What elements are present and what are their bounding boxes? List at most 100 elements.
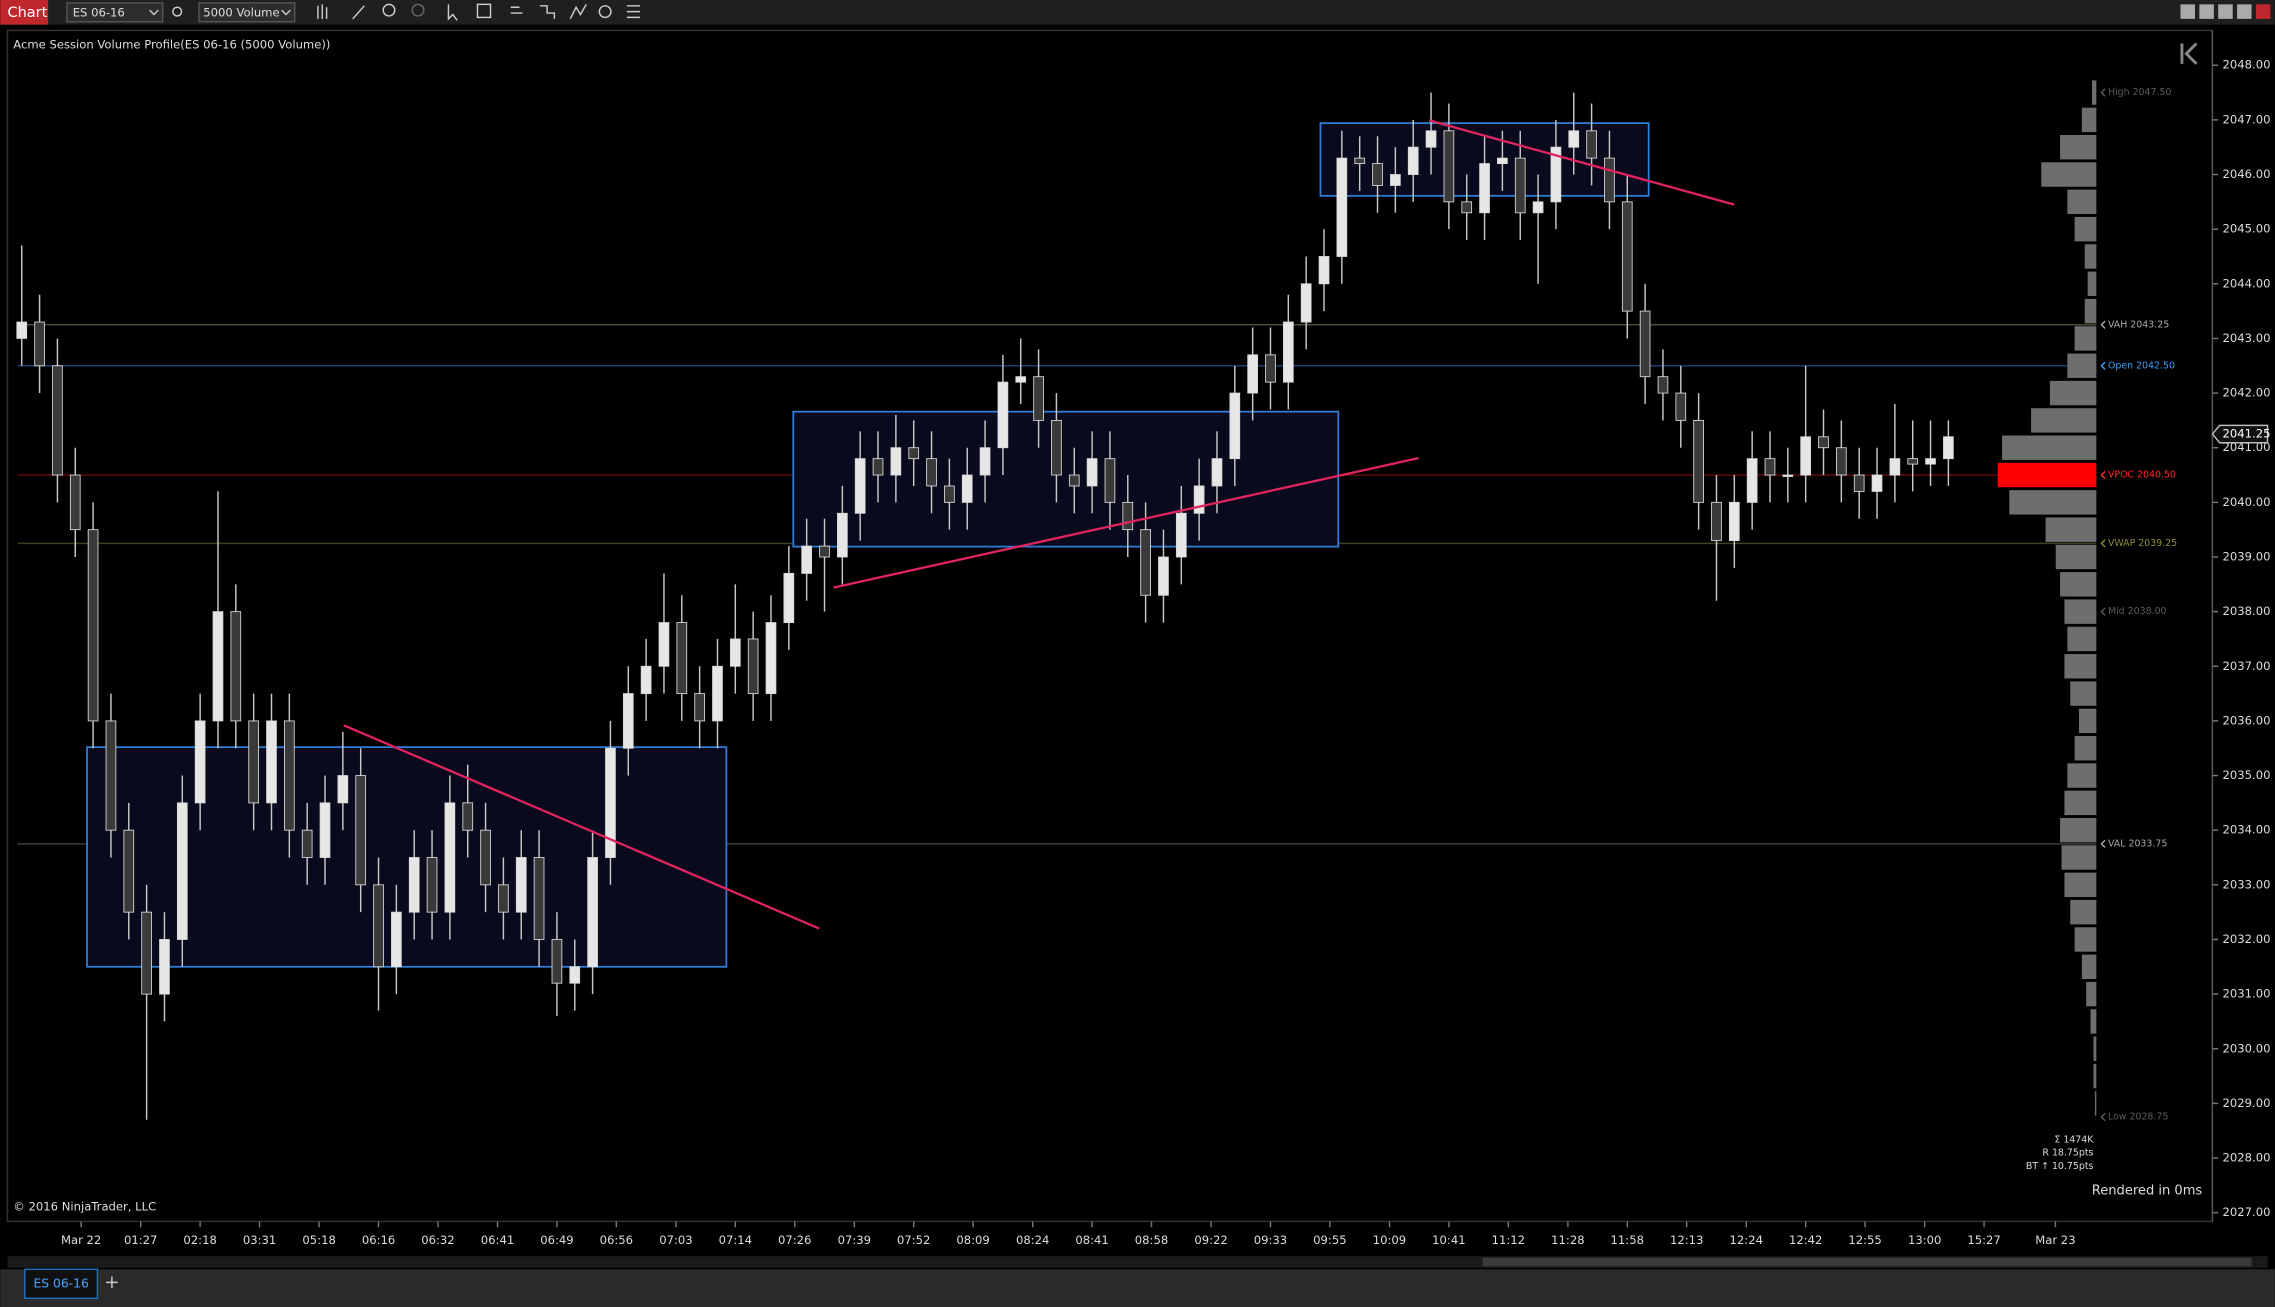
level-chevron <box>2100 88 2106 97</box>
candle-body <box>1122 501 1134 531</box>
candle-body <box>926 458 937 487</box>
toolbar-icons[interactable] <box>317 3 640 21</box>
last-price-label: 2041.25 <box>2223 427 2271 441</box>
profile-bar <box>2074 326 2097 351</box>
x-tick-label: 01:27 <box>124 1233 157 1247</box>
window-controls[interactable] <box>2180 4 2271 19</box>
candle-body <box>1175 512 1187 558</box>
y-tick-label: 2033.00 <box>2223 877 2271 891</box>
candle-body <box>212 611 224 722</box>
profile-bar <box>2094 1091 2097 1116</box>
scroll-to-end-icon[interactable] <box>2180 42 2198 65</box>
candle-body <box>1015 376 1027 383</box>
candle-body <box>854 458 866 514</box>
profile-bar <box>2086 981 2097 1007</box>
scrollbar[interactable] <box>7 1256 2268 1268</box>
candle-body <box>283 720 295 831</box>
y-tick-label: 2041.00 <box>2223 440 2271 454</box>
scroll-thumb[interactable] <box>1482 1257 2252 1267</box>
level-chevron <box>2100 539 2106 548</box>
drawn-rectangle <box>792 410 1340 548</box>
profile-bar <box>2067 626 2097 652</box>
x-tick-label: 08:58 <box>1135 1233 1168 1247</box>
y-tick-label: 2036.00 <box>2223 713 2271 727</box>
level-label: Open 2042.50 <box>2108 360 2175 371</box>
y-tick-label: 2030.00 <box>2223 1041 2271 1055</box>
candle-body <box>605 747 616 858</box>
profile-bar <box>2002 435 2097 460</box>
candle-body <box>141 911 152 995</box>
candle-body <box>301 829 313 858</box>
profile-bar <box>2074 927 2097 952</box>
candle-body <box>747 638 759 695</box>
candle-body <box>444 802 456 913</box>
candle-body <box>1443 130 1455 203</box>
candle-body <box>1407 146 1419 175</box>
chart-title: Acme Session Volume Profile(ES 06-16 (50… <box>13 37 330 51</box>
candle-body <box>1764 458 1776 476</box>
profile-bar <box>2092 80 2097 105</box>
y-tick-label: 2032.00 <box>2223 932 2271 946</box>
candle-body <box>1889 458 1901 476</box>
x-tick-label: 07:14 <box>719 1233 752 1247</box>
candle-body <box>676 622 688 695</box>
candle-body <box>391 911 402 968</box>
y-tick-label: 2028.00 <box>2223 1151 2271 1165</box>
candle-body <box>1247 354 1258 394</box>
x-tick-label: 09:55 <box>1313 1233 1346 1247</box>
chart-tab-button[interactable] <box>0 0 49 25</box>
profile-bar <box>2074 736 2097 761</box>
profile-bar <box>2084 244 2097 269</box>
candle-body <box>498 884 509 913</box>
tab-bar <box>0 1269 2275 1307</box>
candle-body <box>1354 157 1366 165</box>
x-tick-label: 12:24 <box>1730 1233 1763 1247</box>
profile-bar <box>2041 162 2097 187</box>
level-label: High 2047.50 <box>2108 87 2172 98</box>
search-icon[interactable] <box>172 6 183 17</box>
profile-bar <box>2049 380 2097 406</box>
candle-body <box>1853 474 1865 492</box>
candle-body <box>69 474 81 531</box>
profile-bar <box>2055 544 2097 570</box>
interval-select[interactable] <box>198 2 296 23</box>
x-tick-label: 07:39 <box>838 1233 871 1247</box>
stat-line: BT ↑ 10.75pts <box>2026 1161 2094 1172</box>
y-tick-label: 2046.00 <box>2223 167 2271 181</box>
candle-body <box>1300 283 1312 323</box>
profile-bar <box>2087 271 2097 297</box>
candle-body <box>1051 419 1062 476</box>
x-tick-label: 13:00 <box>1908 1233 1941 1247</box>
candle-body <box>1086 458 1098 487</box>
candle-body <box>1568 130 1580 148</box>
profile-bar <box>2045 517 2097 542</box>
x-tick-label: 12:42 <box>1789 1233 1822 1247</box>
candle-body <box>194 720 206 804</box>
instrument-tab[interactable] <box>24 1268 99 1300</box>
toolbar <box>0 0 2275 25</box>
dropdown-arrow <box>149 9 159 16</box>
level-label: VAL 2033.75 <box>2108 838 2167 849</box>
profile-bar <box>2074 216 2097 242</box>
y-tick-label: 2045.00 <box>2223 222 2271 236</box>
instrument-select[interactable] <box>66 2 164 23</box>
level-label: Low 2028.75 <box>2108 1112 2168 1123</box>
candle-body <box>1657 376 1669 394</box>
x-tick-label: 06:32 <box>421 1233 454 1247</box>
profile-bar <box>2060 817 2097 843</box>
candle-body <box>373 884 384 968</box>
x-tick-label: 10:41 <box>1432 1233 1465 1247</box>
add-tab-button[interactable] <box>106 1276 118 1289</box>
level-chevron <box>2100 470 2106 480</box>
candle-body <box>1711 501 1722 542</box>
last-price-box <box>2211 424 2269 444</box>
candle-body <box>480 829 491 886</box>
candle-body <box>961 474 973 503</box>
x-tick-label: 07:52 <box>897 1233 930 1247</box>
level-chevron <box>2100 361 2106 370</box>
x-tick-label: 08:09 <box>956 1233 989 1247</box>
y-tick-label: 2038.00 <box>2223 604 2271 618</box>
candle-body <box>1104 458 1116 503</box>
x-tick-label: 06:16 <box>362 1233 395 1247</box>
